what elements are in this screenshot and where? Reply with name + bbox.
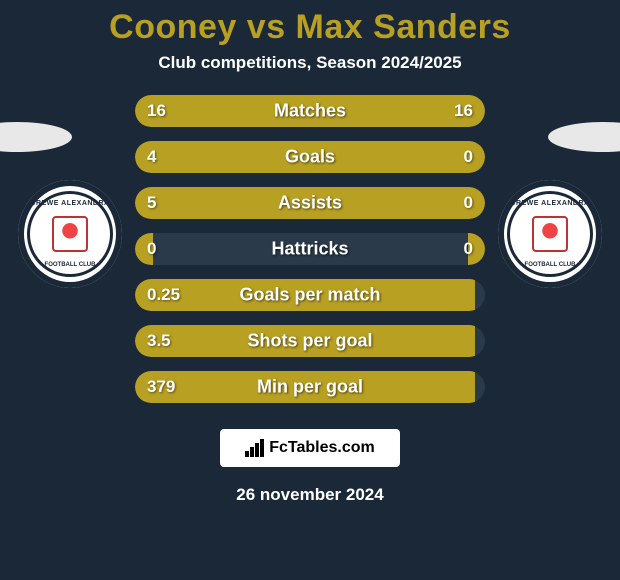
player-left-avatar-placeholder bbox=[0, 122, 72, 152]
club-left-top-text: CREWE ALEXANDRA bbox=[30, 200, 109, 207]
stat-value-left: 0.25 bbox=[147, 285, 180, 305]
stat-fill-left bbox=[135, 141, 398, 173]
club-right-bottom-text: FOOTBALL CLUB bbox=[525, 262, 576, 268]
player-right-avatar-placeholder bbox=[548, 122, 620, 152]
stat-fill-left bbox=[135, 187, 398, 219]
stat-label: Matches bbox=[274, 101, 346, 122]
stat-value-left: 4 bbox=[147, 147, 156, 167]
stat-label: Shots per goal bbox=[247, 331, 372, 352]
stat-row: 3.5 Shots per goal bbox=[135, 325, 485, 357]
stat-label: Assists bbox=[278, 193, 342, 214]
club-right-top-text: CREWE ALEXANDRA bbox=[510, 200, 589, 207]
stats-list: 16 16 Matches 4 0 Goals 5 0 Assists 0 0 Hattricks 0.… bbox=[135, 95, 485, 403]
stat-value-left: 379 bbox=[147, 377, 175, 397]
chart-icon bbox=[245, 439, 265, 457]
comparison-infographic: Cooney vs Max Sanders Club competitions,… bbox=[0, 0, 620, 580]
stat-label: Goals bbox=[285, 147, 335, 168]
stat-value-left: 5 bbox=[147, 193, 156, 213]
stat-value-right: 0 bbox=[464, 147, 473, 167]
club-badge-right: CREWE ALEXANDRA FOOTBALL CLUB bbox=[498, 180, 602, 288]
stat-value-right: 0 bbox=[464, 193, 473, 213]
subtitle: Club competitions, Season 2024/2025 bbox=[158, 53, 461, 73]
stat-row: 4 0 Goals bbox=[135, 141, 485, 173]
stat-value-right: 0 bbox=[464, 239, 473, 259]
stat-label: Hattricks bbox=[271, 239, 348, 260]
club-right-crest-icon bbox=[532, 216, 568, 252]
stat-row: 0 0 Hattricks bbox=[135, 233, 485, 265]
stat-label: Min per goal bbox=[257, 377, 363, 398]
brand-badge: FcTables.com bbox=[220, 429, 400, 467]
club-left-crest-icon bbox=[52, 216, 88, 252]
stat-row: 5 0 Assists bbox=[135, 187, 485, 219]
stat-row: 0.25 Goals per match bbox=[135, 279, 485, 311]
club-badge-left: CREWE ALEXANDRA FOOTBALL CLUB bbox=[18, 180, 122, 288]
stat-row: 379 Min per goal bbox=[135, 371, 485, 403]
stat-value-right: 16 bbox=[454, 101, 473, 121]
stat-value-left: 16 bbox=[147, 101, 166, 121]
club-left-bottom-text: FOOTBALL CLUB bbox=[45, 262, 96, 268]
stat-value-left: 0 bbox=[147, 239, 156, 259]
stat-row: 16 16 Matches bbox=[135, 95, 485, 127]
date-text: 26 november 2024 bbox=[236, 485, 383, 505]
page-title: Cooney vs Max Sanders bbox=[109, 8, 511, 47]
brand-text: FcTables.com bbox=[269, 439, 375, 457]
stat-value-left: 3.5 bbox=[147, 331, 171, 351]
stat-label: Goals per match bbox=[239, 285, 380, 306]
